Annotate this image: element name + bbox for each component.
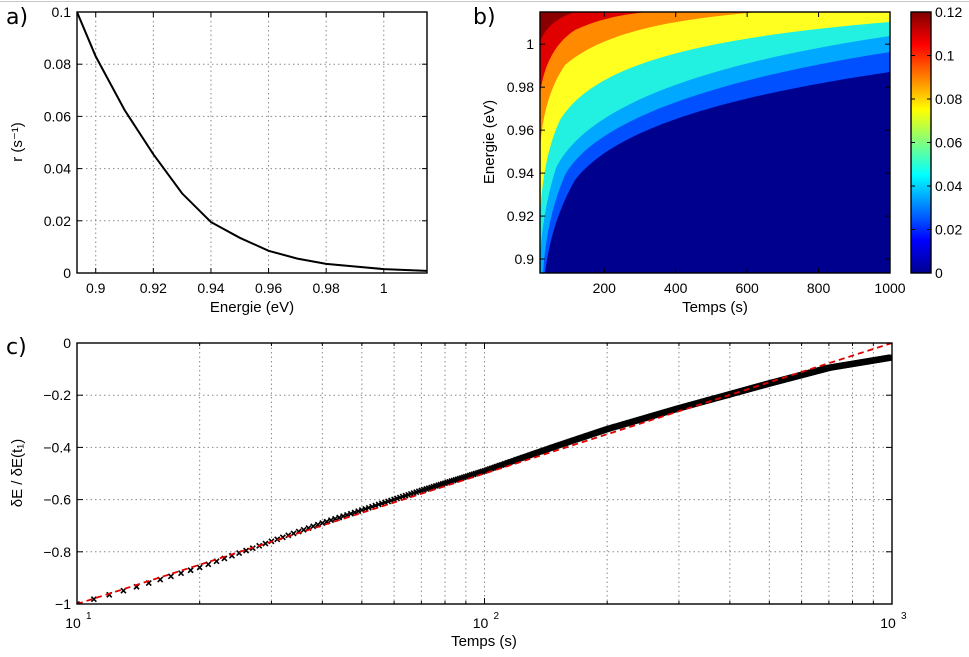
y-axis-label: δE / δE(t₁)	[9, 439, 26, 507]
axes-frame	[76, 11, 428, 274]
x-tick-label: 10	[880, 615, 896, 631]
colorbar-tick-label: 0	[935, 265, 943, 281]
data-point-x-marker	[187, 567, 194, 574]
fit-line-dashed	[77, 343, 892, 604]
x-axis-label: Temps (s)	[451, 633, 517, 650]
data-point-x-marker	[319, 520, 326, 527]
y-tick-label: 0.94	[507, 165, 534, 181]
data-point-x-marker	[167, 573, 174, 580]
colorbar	[911, 12, 931, 273]
data-point-x-marker	[327, 517, 335, 524]
x-tick-label: 0.98	[313, 280, 340, 296]
panel-b-heatmap: 200 400 600 800 1000 0.9 0.92 0.94 0.96 0.98 1 Tem…	[481, 4, 962, 316]
colorbar-tick-label: 0.08	[935, 91, 962, 107]
x-tick-label: 1	[380, 280, 388, 296]
data-point-x-marker	[90, 596, 97, 603]
x-tick-label: 400	[664, 280, 688, 296]
y-tick-label: −0.8	[43, 544, 71, 560]
data-point-x-marker	[243, 547, 250, 554]
data-point-x-marker	[77, 600, 81, 604]
x-tick-label: 600	[735, 280, 759, 296]
panel-c-chart: 10 1 10 2 10 3 −1 −0.8 −0.6 −0.4 −0.2 0 Temps (s) δ…	[9, 335, 907, 650]
data-point-x-marker	[310, 523, 317, 530]
panel-label-c: c)	[6, 335, 27, 360]
colorbar-tick-label: 0.02	[935, 222, 962, 238]
heatmap-band-0.10	[540, 12, 650, 95]
x-axis-label: Temps (s)	[682, 299, 748, 316]
y-tick-label: −1	[55, 596, 71, 612]
y-tick-label: 0.9	[515, 251, 535, 267]
x-tick-label: 800	[807, 280, 831, 296]
y-tick-label: 0.98	[507, 79, 534, 95]
x-tick-exponent: 2	[494, 611, 500, 622]
x-tick-label: 200	[593, 280, 617, 296]
colorbar-tick-label: 0.04	[935, 178, 962, 194]
x-tick-label: 10	[473, 615, 489, 631]
y-tick-label: 0.96	[507, 122, 534, 138]
data-point-x-marker	[336, 514, 343, 521]
y-tick-label: 0.02	[44, 213, 71, 229]
data-point-x-marker	[262, 540, 269, 547]
y-tick-label: 0.04	[44, 161, 71, 177]
y-tick-label: 0.92	[507, 208, 534, 224]
x-tick-label: 1000	[874, 280, 905, 296]
colorbar-tick-label: 0.06	[935, 135, 962, 151]
y-tick-label: 0.1	[52, 4, 72, 20]
heatmap-band-0.12	[540, 12, 575, 42]
x-tick-label: 0.9	[86, 280, 106, 296]
panel-a-chart: 0.9 0.92 0.94 0.96 0.98 1 0 0.02 0.04 0.06 0.08 0.1…	[9, 4, 428, 316]
x-tick-label: 0.92	[140, 280, 167, 296]
heatmap-band-0.04	[540, 12, 890, 255]
panel-label-a: a)	[6, 5, 28, 30]
data-point-x-marker	[205, 561, 212, 568]
data-point-x-marker	[888, 354, 892, 361]
x-tick-exponent: 3	[901, 611, 907, 622]
y-tick-label: 0.06	[44, 108, 71, 124]
y-tick-label: 1	[526, 36, 534, 52]
y-axis-label: Energie (eV)	[481, 100, 498, 184]
y-tick-label: −0.4	[43, 439, 71, 455]
y-axis-label: r (s⁻¹)	[9, 122, 26, 162]
data-point-x-marker	[196, 564, 203, 571]
y-tick-label: 0	[63, 335, 71, 351]
x-tick-label: 0.94	[197, 280, 224, 296]
x-tick-label: 0.96	[255, 280, 282, 296]
x-tick-exponent: 1	[86, 611, 92, 622]
panel-label-b: b)	[473, 5, 496, 30]
line-series	[77, 12, 427, 272]
axes-frame	[539, 11, 891, 274]
y-tick-label: 0	[63, 265, 71, 281]
x-axis-label: Energie (eV)	[210, 299, 294, 316]
x-tick-label: 10	[65, 615, 81, 631]
colorbar-tick-label: 0.12	[935, 4, 962, 20]
y-tick-label: −0.6	[43, 492, 71, 508]
heatmap-band-0.06	[540, 12, 890, 215]
data-point-x-marker	[300, 526, 307, 533]
colorbar-tick-label: 0.1	[935, 48, 955, 64]
y-tick-label: 0.08	[44, 56, 71, 72]
data-point-x-marker	[177, 570, 185, 577]
y-tick-label: −0.2	[43, 387, 71, 403]
